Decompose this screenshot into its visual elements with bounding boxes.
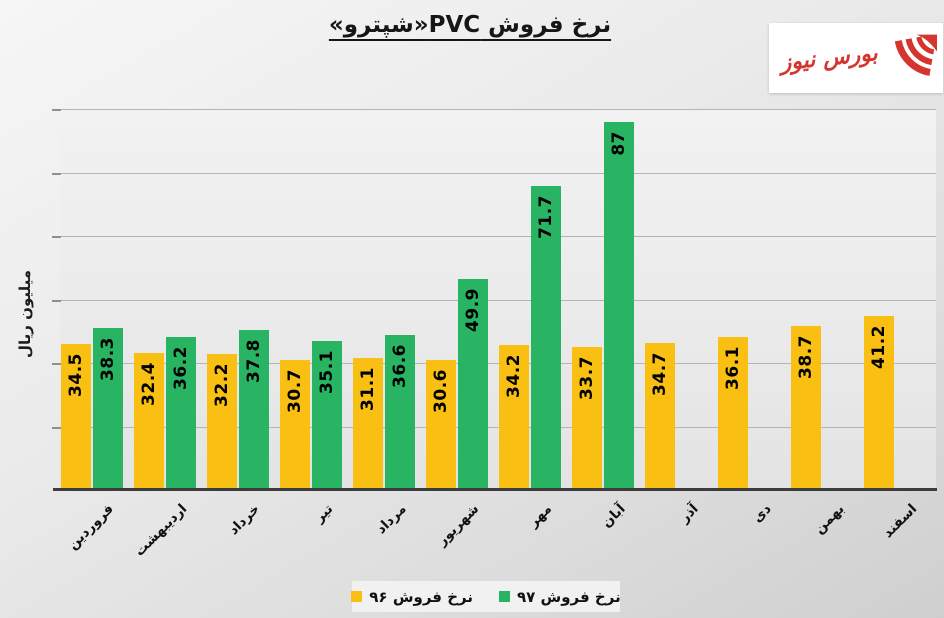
bar-value-label: 30.6	[431, 369, 451, 414]
bar-96-شهریور: 30.6	[426, 360, 456, 490]
bar-value-label: 34.2	[504, 354, 524, 399]
legend-item-97: نرخ فروش ۹۷	[499, 588, 621, 606]
bar-96-مهر: 34.2	[499, 345, 529, 490]
bar-97-شهریور: 49.9	[458, 278, 488, 490]
x-label-خرداد: خرداد	[226, 501, 264, 539]
legend-swatch-96	[351, 591, 363, 602]
bar-96-مرداد: 31.1	[353, 358, 383, 490]
plot-area: 34.5 32.4 32.2 30.7 31.1 30.6 34.2 33.7 34.7 36.1…	[60, 109, 936, 490]
bar-value-label: 33.7	[577, 356, 597, 401]
bar-value-label: 32.2	[212, 362, 232, 407]
bar-97-آبان: 87	[604, 121, 634, 490]
bourse-news-logo-icon	[894, 34, 937, 76]
bar-value-label: 32.4	[139, 361, 159, 406]
bar-value-label: 41.2	[869, 324, 889, 369]
bar-96-بهمن: 38.7	[791, 326, 821, 490]
legend-label-96: نرخ فروش ۹۶	[369, 587, 473, 606]
bar-value-label: 38.3	[98, 336, 118, 381]
x-label-شهریور: شهریور	[434, 501, 483, 550]
y-axis-title: میلیون ریال	[16, 269, 34, 358]
y-tick-75	[52, 172, 61, 175]
x-label-مرداد: مرداد	[373, 501, 410, 538]
y-tick-90	[52, 109, 61, 111]
gridline-30	[60, 363, 936, 364]
gridline-60	[60, 236, 936, 237]
x-label-فروردین: فروردین	[65, 501, 118, 554]
legend-item-96: نرخ فروش ۹۶	[351, 588, 473, 606]
bar-97-اردیبهشت: 36.2	[166, 336, 196, 490]
legend: نرخ فروش ۹۶ نرخ فروش ۹۷	[351, 581, 621, 612]
bar-value-label: 49.9	[463, 287, 483, 332]
bar-96-آذر: 34.7	[645, 343, 675, 490]
x-axis-line	[53, 488, 937, 491]
bar-value-label: 34.5	[66, 352, 86, 397]
legend-label-97: نرخ فروش ۹۷	[517, 587, 621, 606]
bar-96-اسفند: 41.2	[864, 315, 894, 490]
bar-value-label: 30.7	[285, 369, 305, 413]
bar-97-فروردین: 38.3	[93, 327, 123, 490]
bar-value-label: 36.1	[723, 346, 743, 391]
x-label-آبان: آبان	[598, 501, 629, 531]
x-label-دی: دی	[749, 501, 775, 526]
bar-value-label: 35.1	[317, 350, 337, 395]
x-label-مهر: مهر	[525, 501, 556, 531]
y-tick-60	[52, 236, 61, 238]
x-label-اسفند: اسفند	[880, 501, 921, 542]
bar-96-آبان: 33.7	[572, 347, 602, 490]
x-label-اردیبهشت: اردیبهشت	[131, 501, 191, 560]
bar-value-label: 36.6	[390, 344, 410, 389]
gridline-45	[60, 299, 936, 301]
bourse-news-logo: بورس نیوز	[769, 23, 943, 93]
bar-96-فروردین: 34.5	[61, 343, 91, 490]
gridline-90	[60, 109, 936, 110]
bar-value-label: 38.7	[796, 335, 816, 380]
chart-title-wrap: نرخ فروش PVC«شپترو»	[60, 12, 880, 38]
bar-value-label: 71.7	[536, 195, 556, 240]
bar-96-خرداد: 32.2	[207, 353, 237, 490]
y-tick-45	[52, 299, 61, 302]
x-label-تیر: تیر	[311, 501, 337, 526]
bar-97-مهر: 71.7	[531, 186, 561, 490]
y-tick-30	[52, 363, 61, 365]
bar-96-تیر: 30.7	[280, 360, 310, 490]
bar-value-label: 34.7	[650, 352, 670, 397]
bar-value-label: 31.1	[358, 367, 378, 412]
x-label-بهمن: بهمن	[811, 501, 848, 538]
bar-97-مرداد: 36.6	[385, 335, 415, 490]
chart-title: نرخ فروش PVC«شپترو»	[328, 12, 612, 38]
bar-value-label: 87	[609, 130, 629, 156]
bar-96-دی: 36.1	[718, 337, 748, 490]
bar-97-خرداد: 37.8	[239, 329, 269, 490]
x-label-آذر: آذر	[676, 501, 702, 526]
bar-97-تیر: 35.1	[312, 341, 342, 490]
bar-96-اردیبهشت: 32.4	[134, 352, 164, 490]
legend-swatch-97	[499, 591, 510, 602]
bourse-news-logo-text: بورس نیوز	[779, 39, 879, 77]
y-tick-15	[52, 426, 61, 429]
gridline-75	[60, 172, 936, 174]
bar-value-label: 37.8	[244, 338, 264, 383]
bar-value-label: 36.2	[171, 345, 191, 390]
gridline-15	[60, 426, 936, 428]
